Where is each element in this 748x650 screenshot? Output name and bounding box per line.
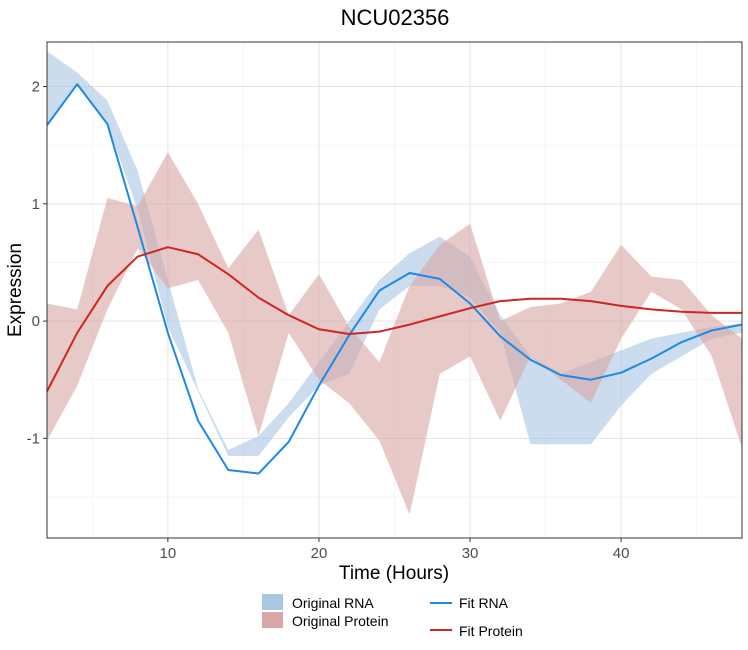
y-tick-label: 0 bbox=[32, 313, 40, 330]
line-fit-protein bbox=[46, 246, 742, 392]
legend-label-original-protein: Original Protein bbox=[292, 613, 389, 629]
x-axis-ticks: 10 20 30 40 bbox=[160, 538, 630, 562]
x-tick-label: 40 bbox=[613, 545, 630, 562]
x-tick-label: 30 bbox=[462, 545, 479, 562]
legend-label-fit-rna: Fit RNA bbox=[459, 595, 509, 611]
y-tick-label: 2 bbox=[32, 79, 40, 96]
legend-label-original-rna: Original RNA bbox=[292, 595, 374, 611]
legend-swatch-original-protein bbox=[262, 612, 283, 628]
line-fit-rna bbox=[46, 83, 743, 475]
legend: Original RNA Original Protein Fit RNA Fi… bbox=[262, 594, 523, 639]
y-axis-title: Expression bbox=[5, 243, 26, 337]
y-tick-label: -1 bbox=[27, 430, 40, 447]
x-axis-title: Time (Hours) bbox=[339, 563, 449, 584]
legend-swatch-original-rna bbox=[262, 594, 283, 610]
chart-title: NCU02356 bbox=[341, 5, 450, 30]
x-tick-label: 20 bbox=[311, 545, 328, 562]
y-axis-ticks: -1 0 1 2 bbox=[27, 79, 47, 447]
line-layer bbox=[46, 83, 743, 475]
y-tick-label: 1 bbox=[32, 196, 40, 213]
plot-border bbox=[46, 41, 743, 539]
band-original-protein bbox=[47, 152, 742, 515]
ribbon-layer bbox=[47, 51, 742, 515]
x-tick-label: 10 bbox=[160, 545, 177, 562]
legend-label-fit-protein: Fit Protein bbox=[459, 623, 523, 639]
